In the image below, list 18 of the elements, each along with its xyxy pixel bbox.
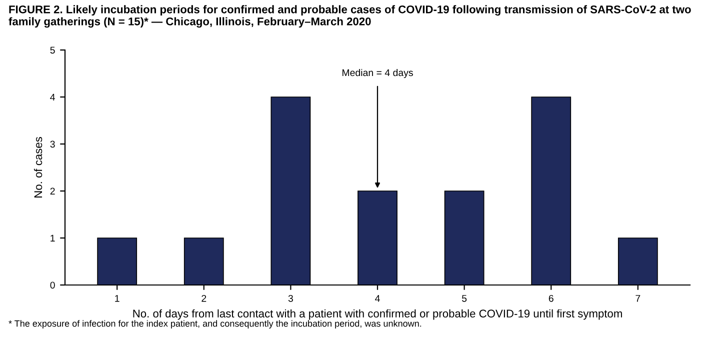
- y-tick-label: 1: [50, 234, 55, 242]
- x-tick-label: 3: [288, 294, 293, 302]
- y-tick-label: 0: [50, 282, 55, 289]
- x-tick-label: 4: [375, 295, 380, 302]
- x-tick-label: 2: [202, 294, 206, 302]
- y-tick-label: 2: [50, 188, 55, 195]
- y-tick-label: 3: [50, 140, 55, 148]
- x-tick-label: 7: [636, 295, 640, 302]
- annotation: Median = 4 days: [342, 68, 413, 78]
- x-tick-label: 1: [115, 295, 120, 302]
- y-axis-title: No. of cases: [34, 137, 42, 198]
- y-tick-label: 4: [50, 94, 55, 101]
- x-tick-label: 5: [462, 295, 467, 302]
- y-tick-label: 5: [50, 46, 55, 54]
- x-tick-label: 6: [548, 294, 554, 302]
- text: * The exposure of infection for the index patient, and consequently the incubation period, was unknown.: [8, 320, 422, 329]
- x-axis-title: No. of days from last contact with a patient with confirmed or probable COVID-19 until first symptom: [133, 309, 622, 320]
- chart-title: FIGURE 2. Likely incubation periods for confirmed and probable cases of COVID-19 following transmission of SARS-CoV-2 at two family gatherings (N = 15)* — Chicago, Illinois, February–March 2020: [8, 5, 691, 28]
